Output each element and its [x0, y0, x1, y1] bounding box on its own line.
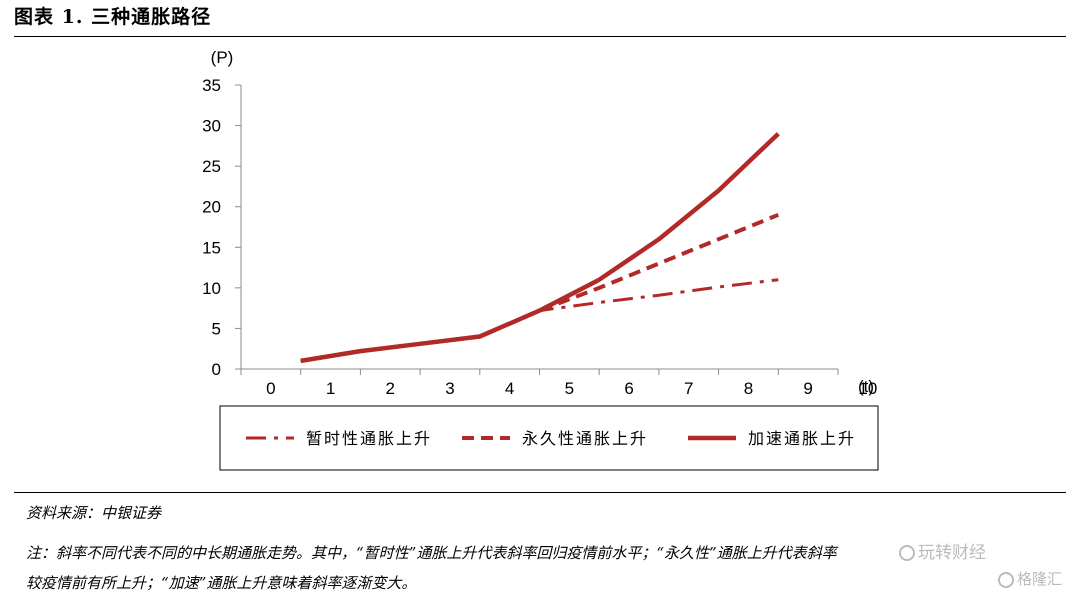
watermark-gelonghui: 格隆汇 [998, 568, 1062, 589]
x-axis-label: (t) [858, 377, 874, 396]
chart-series [300, 132, 780, 364]
x-tick-label: 6 [624, 379, 633, 398]
note-line-1: 注：斜率不同代表不同的中长期通胀走势。其中，“暂时性”通胀上升代表斜率回归疫情前… [26, 544, 837, 562]
y-tick-label: 0 [212, 360, 221, 379]
x-tick-label: 3 [445, 379, 454, 398]
watermark-1-text: 玩转财经 [918, 543, 986, 563]
chart-axes: 0 5 10 15 20 25 30 35 0 1 2 3 4 5 6 7 8 9 10 (P) (t) [202, 48, 877, 398]
legend-label: 暂时性通胀上升 [306, 429, 432, 448]
y-axis-label: (P) [211, 48, 234, 67]
legend-label: 永久性通胀上升 [522, 429, 648, 448]
x-tick-label: 0 [266, 379, 275, 398]
wechat-icon [899, 545, 915, 561]
x-tick-label: 4 [505, 379, 514, 398]
x-tick-label: 2 [386, 379, 395, 398]
x-tick-label: 9 [803, 379, 812, 398]
bottom-rule [14, 492, 1066, 493]
y-tick-label: 10 [202, 279, 221, 298]
legend-label: 加速通胀上升 [748, 429, 856, 448]
x-tick-label: 8 [744, 379, 753, 398]
y-tick-label: 15 [202, 238, 221, 257]
y-tick-label: 35 [202, 76, 221, 95]
series-line-solid [300, 132, 780, 364]
source-text: 资料来源：中银证券 [26, 504, 162, 522]
top-rule [14, 36, 1066, 37]
gelonghui-logo-icon [998, 571, 1014, 588]
y-tick-label: 25 [202, 157, 221, 176]
figure-title: 图表 1. 三种通胀路径 [14, 6, 212, 28]
watermark-wechat: 玩转财经 [895, 538, 990, 563]
x-tick-label: 10 [858, 379, 877, 398]
y-tick-label: 30 [202, 117, 221, 136]
note-text: 注：斜率不同代表不同的中长期通胀走势。其中，“暂时性”通胀上升代表斜率回归疫情前… [26, 538, 1066, 598]
legend-box [219, 405, 879, 471]
watermark-2-text: 格隆汇 [1017, 570, 1063, 588]
line-chart: 0 5 10 15 20 25 30 35 0 1 2 3 4 5 6 7 8 9 10 (P) (t) 暂时性通胀上升… [202, 48, 879, 471]
note-line-2: 较疫情前有所上升；“加速”通胀上升意味着斜率逐渐变大。 [26, 574, 417, 592]
y-tick-label: 5 [212, 319, 221, 338]
x-tick-label: 1 [326, 379, 335, 398]
chart-legend: 暂时性通胀上升 永久性通胀上升 加速通胀上升 [219, 405, 879, 471]
y-tick-label: 20 [202, 198, 221, 217]
x-tick-label: 7 [684, 379, 693, 398]
x-tick-label: 5 [565, 379, 574, 398]
